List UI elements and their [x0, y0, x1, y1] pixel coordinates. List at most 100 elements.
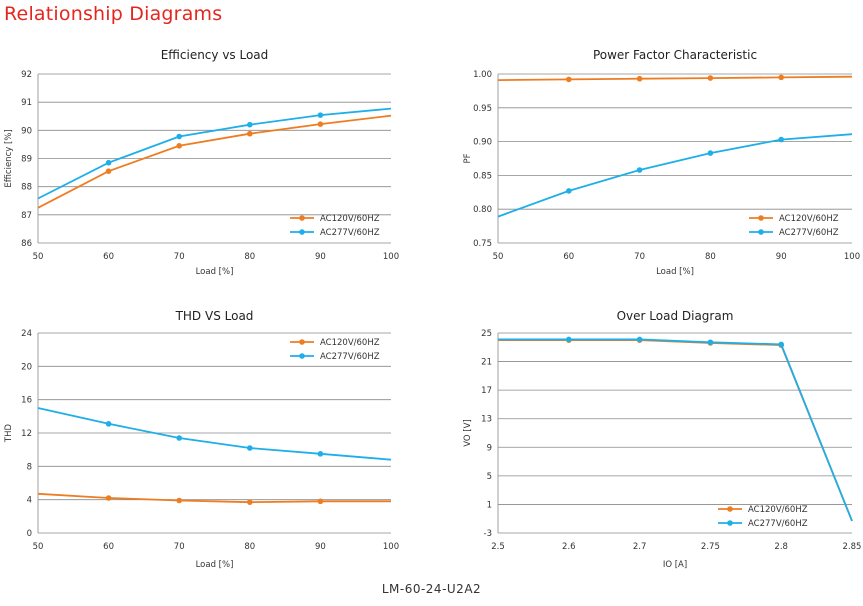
series-line — [37, 407, 392, 461]
data-point — [105, 159, 112, 166]
chart-2: Power Factor Characteristic 0.75 0.80 0.85 0… — [463, 48, 860, 277]
y-tick-label: 88 — [21, 183, 32, 193]
x-tick-label: 60 — [103, 542, 114, 552]
data-point — [636, 75, 643, 82]
y-tick-label: 12 — [21, 429, 32, 439]
model-number: LM-60-24-U2A2 — [381, 582, 482, 596]
y-tick-label: 1.00 — [473, 70, 492, 80]
legend-marker — [299, 353, 305, 359]
y-tick-label: 0.95 — [473, 104, 492, 114]
data-point — [176, 143, 182, 149]
chart-title: Efficiency vs Load — [161, 48, 269, 62]
x-tick-label: 2.8 — [774, 542, 788, 552]
chart-3: THD VS Load 0 4 8 12 16 20 24 50 60 70 80 90 100 Load … — [4, 309, 399, 570]
x-tick-label: 90 — [315, 252, 326, 262]
data-point — [707, 75, 714, 81]
data-point — [247, 445, 253, 451]
x-tick-label: 70 — [174, 542, 185, 552]
x-tick-label: 90 — [776, 252, 787, 262]
chart-1: Efficiency vs Load 86 87 88 89 90 91 92 50 60 70 80… — [4, 48, 399, 277]
legend-marker — [299, 215, 305, 221]
x-tick-label: 90 — [315, 542, 326, 552]
y-tick-label: -3 — [484, 529, 492, 539]
x-axis-label: Load [%] — [196, 560, 234, 570]
x-tick-label: 80 — [244, 542, 255, 552]
y-tick-label: 86 — [21, 239, 32, 249]
series-line — [37, 492, 391, 504]
y-tick-label: 91 — [21, 98, 32, 108]
chart-title: THD VS Load — [175, 309, 254, 323]
y-axis-label: Efficiency [%] — [4, 129, 14, 187]
y-tick-label: 13 — [481, 415, 492, 425]
x-tick-label: 100 — [383, 542, 399, 552]
y-tick-label: 25 — [481, 329, 492, 339]
x-tick-label: 70 — [634, 252, 645, 262]
chart-4: Over Load Diagram -3 1 5 9 13 17 21 25 2.5 2.6 2.7 2… — [463, 309, 861, 570]
series-line — [497, 133, 853, 218]
y-tick-label: 20 — [21, 362, 32, 372]
y-tick-label: 16 — [21, 396, 32, 406]
data-point — [778, 341, 784, 348]
data-point — [317, 451, 324, 457]
data-point — [566, 76, 572, 83]
data-point — [247, 130, 253, 137]
y-tick-label: 92 — [21, 70, 32, 80]
y-tick-label: 24 — [21, 329, 32, 339]
legend-label: AC277V/60HZ — [748, 519, 808, 529]
series-line — [498, 338, 853, 522]
x-tick-label: 100 — [383, 252, 399, 262]
y-tick-label: 5 — [487, 472, 492, 482]
legend-label: AC277V/60HZ — [779, 228, 839, 238]
x-tick-label: 2.75 — [701, 542, 720, 552]
y-axis-label: VO [V] — [463, 419, 473, 447]
data-point — [636, 167, 643, 173]
legend-marker — [758, 215, 764, 221]
x-tick-label: 60 — [103, 252, 114, 262]
x-tick-label: 50 — [33, 252, 44, 262]
x-tick-label: 80 — [244, 252, 255, 262]
series-line — [497, 75, 853, 81]
legend-marker — [727, 520, 733, 526]
y-tick-label: 87 — [21, 211, 32, 221]
data-point — [566, 336, 572, 343]
x-tick-label: 70 — [174, 252, 185, 262]
data-point — [566, 188, 572, 194]
y-tick-label: 0 — [27, 529, 32, 539]
series-line — [37, 114, 392, 209]
chart-title: Power Factor Characteristic — [593, 48, 757, 62]
x-tick-label: 50 — [493, 252, 504, 262]
data-point — [778, 74, 784, 81]
data-point — [317, 121, 324, 127]
x-tick-label: 80 — [705, 252, 716, 262]
x-tick-label: 60 — [563, 252, 574, 262]
legend-label: AC277V/60HZ — [320, 352, 380, 362]
y-tick-label: 8 — [27, 462, 32, 472]
y-axis-label: THD — [4, 423, 14, 443]
data-point — [778, 136, 784, 143]
legend-marker — [727, 506, 733, 512]
data-point — [317, 498, 324, 505]
y-tick-label: 17 — [481, 386, 492, 396]
y-tick-label: 4 — [27, 496, 32, 506]
data-point — [707, 150, 714, 156]
series-line — [498, 339, 853, 522]
legend-label: AC277V/60HZ — [320, 228, 380, 238]
data-point — [105, 421, 112, 427]
x-axis-label: Load [%] — [196, 267, 234, 277]
y-tick-label: 21 — [481, 358, 492, 368]
x-tick-label: 2.5 — [491, 542, 505, 552]
x-tick-label: 2.6 — [562, 542, 576, 552]
data-point — [105, 168, 112, 174]
x-tick-label: 50 — [33, 542, 44, 552]
legend-marker — [299, 339, 305, 345]
chart-title: Over Load Diagram — [617, 309, 734, 323]
x-tick-label: 100 — [844, 252, 860, 262]
data-point — [247, 121, 253, 128]
legend-label: AC120V/60HZ — [748, 505, 808, 515]
legend-label: AC120V/60HZ — [320, 338, 380, 348]
data-point — [636, 336, 643, 343]
legend-label: AC120V/60HZ — [779, 214, 839, 224]
x-tick-label: 2.7 — [633, 542, 647, 552]
y-axis-label: PF — [463, 153, 473, 163]
y-tick-label: 0.85 — [473, 171, 492, 181]
